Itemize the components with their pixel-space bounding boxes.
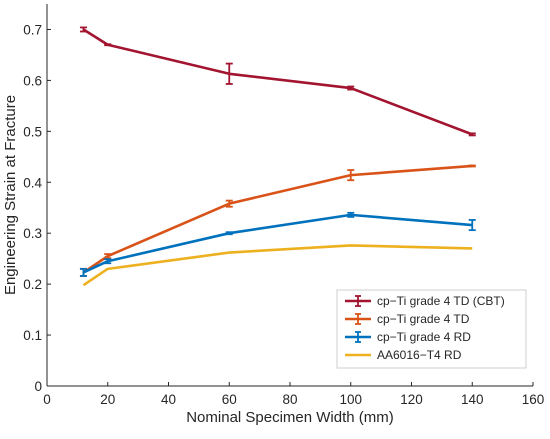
- x-tick-label: 140: [461, 392, 484, 407]
- x-axis-title: Nominal Specimen Width (mm): [186, 409, 394, 426]
- x-tick-label: 20: [100, 392, 115, 407]
- y-tick-label: 0.6: [23, 73, 42, 88]
- legend-label: AA6016−T4 RD: [377, 348, 462, 362]
- legend-label: cp−Ti grade 4 TD (CBT): [377, 294, 505, 308]
- y-tick-label: 0.7: [23, 22, 42, 37]
- y-tick-label: 0.3: [23, 226, 42, 241]
- x-tick-label: 100: [339, 392, 362, 407]
- legend: cp−Ti grade 4 TD (CBT) cp−Ti grade 4 TD cp…: [337, 290, 526, 368]
- error-bar: [104, 44, 111, 45]
- x-tick-label: 80: [282, 392, 297, 407]
- legend-label: cp−Ti grade 4 RD: [377, 330, 471, 344]
- series-4: [83, 245, 472, 285]
- x-tick-label: 60: [222, 392, 237, 407]
- x-tick-label: 120: [400, 392, 423, 407]
- y-axis-title: Engineering Strain at Fracture: [2, 95, 19, 295]
- error-bar: [469, 165, 476, 166]
- series-line: [83, 245, 472, 285]
- y-tick-label: 0.2: [23, 277, 42, 292]
- series-1: [80, 27, 476, 135]
- series-line: [83, 29, 472, 134]
- legend-label: cp−Ti grade 4 TD: [377, 312, 470, 326]
- series-3: [80, 213, 476, 276]
- error-bar: [80, 27, 87, 31]
- plot-area: [80, 27, 476, 285]
- y-tick-label: 0.5: [23, 124, 42, 139]
- x-tick-label: 160: [522, 392, 545, 407]
- y-tick-label: 0.4: [23, 175, 42, 190]
- x-tick-label: 40: [161, 392, 176, 407]
- y-tick-label: 0.1: [23, 328, 42, 343]
- y-tick-label: 0: [34, 379, 42, 394]
- x-tick-label: 0: [43, 392, 51, 407]
